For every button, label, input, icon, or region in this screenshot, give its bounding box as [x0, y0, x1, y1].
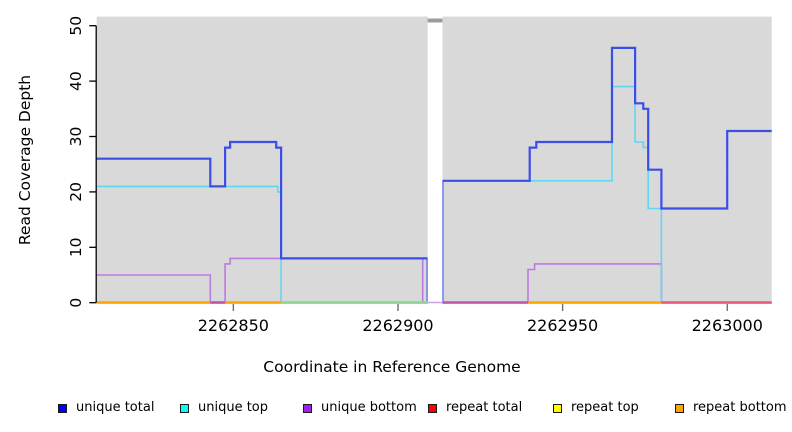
legend-label: unique total — [76, 400, 155, 415]
legend-item-repeat-total: repeat total — [428, 399, 522, 417]
y-tick-label: 40 — [67, 71, 85, 91]
legend-label: unique bottom — [321, 400, 417, 415]
legend-label: repeat top — [571, 400, 639, 415]
legend-swatch-unique-bottom — [303, 403, 312, 413]
x-tick-label: 2262900 — [362, 316, 433, 335]
legend-swatch-unique-top — [180, 403, 189, 413]
legend-label: repeat bottom — [693, 400, 787, 415]
y-axis: 0 10 20 30 40 50 Read Coverage Depth — [16, 16, 97, 308]
x-tick-label: 2262850 — [198, 316, 269, 335]
legend-item-repeat-bottom: repeat bottom — [675, 399, 787, 417]
x-tick-label: 2263000 — [692, 316, 763, 335]
x-axis-title: Coordinate in Reference Genome — [263, 358, 520, 376]
legend-item-repeat-top: repeat top — [553, 399, 639, 417]
legend-label: unique top — [198, 400, 269, 415]
gap-top-cap — [427, 18, 443, 23]
legend-item-unique-top: unique top — [180, 399, 268, 417]
legend-swatch-repeat-total — [428, 403, 437, 413]
y-axis-title: Read Coverage Depth — [16, 75, 34, 245]
legend-swatch-repeat-bottom — [675, 403, 684, 413]
y-tick-label: 50 — [67, 16, 85, 36]
legend-item-unique-bottom: unique bottom — [303, 399, 417, 417]
legend-item-unique-total: unique total — [58, 399, 154, 417]
series-line-unique-total — [96, 46, 772, 304]
legend-label: repeat total — [446, 400, 523, 415]
y-tick-label: 10 — [67, 237, 85, 257]
legend-swatch-repeat-top — [553, 403, 562, 413]
x-axis: 2262850 2262900 2262950 2263000 Coordinate i… — [198, 304, 763, 376]
y-tick-label: 0 — [67, 298, 85, 308]
legend: unique total unique top unique bottom repea… — [0, 399, 792, 421]
y-tick-label: 30 — [67, 127, 85, 147]
legend-swatch-unique-total — [58, 403, 67, 413]
coverage-gap-band — [427, 15, 443, 305]
x-tick-label: 2262950 — [527, 316, 598, 335]
y-tick-label: 20 — [67, 182, 85, 202]
